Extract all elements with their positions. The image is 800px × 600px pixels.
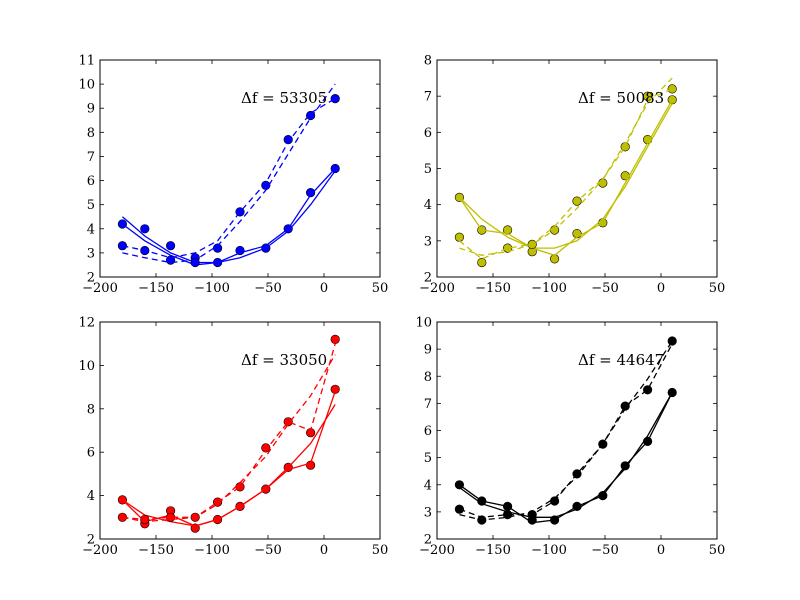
panel-black: −200 −150 −100 −50 0 50 2 3 4 5 6 7 8 9 10 Δf = 44647 (415, 316, 725, 559)
series-line-solid-1 (121, 170, 336, 264)
x-tick-label: −100 (194, 543, 230, 558)
y-tick-label: 3 (87, 246, 95, 261)
y-tick-label: 9 (87, 102, 95, 117)
y-tick-label: 10 (78, 78, 95, 93)
x-tick-label: −150 (475, 543, 511, 558)
series-line-dashed-5 (459, 343, 673, 518)
panel-yellow: −200 −150 −100 −50 0 50 2 3 4 5 6 7 8 Δf = 50083 (419, 54, 725, 297)
y-tick-label: 6 (87, 446, 95, 461)
y-tick-label: 8 (87, 402, 95, 417)
series-line-dashed-4 (122, 354, 336, 523)
axes-frame (99, 59, 381, 278)
x-tick-label: −150 (138, 281, 174, 296)
y-tick-label: 7 (87, 150, 95, 165)
series-line-solid-2 (122, 168, 336, 266)
y-tick-label: 2 (87, 533, 95, 548)
series-line-solid-2 (458, 99, 673, 257)
y-tick-label: 5 (87, 198, 95, 213)
y-tick-label: 7 (424, 90, 432, 105)
y-tick-label: 4 (424, 478, 432, 493)
y-tick-label: 6 (424, 424, 432, 439)
delta-f-annotation: Δf = 44647 (578, 351, 664, 369)
y-tick-label: 5 (424, 451, 432, 466)
data-point (261, 443, 271, 453)
y-tick-label: 4 (424, 198, 432, 213)
y-tick-label: 2 (87, 271, 95, 286)
panel-blue: −200 −150 −100 −50 0 50 2 3 4 5 6 7 8 9 10 11 Δf = 53305 (78, 54, 388, 297)
x-tick-label: −50 (254, 281, 281, 296)
series-line-solid-2 (459, 392, 673, 524)
data-point (330, 384, 340, 394)
data-point (330, 334, 340, 345)
series-group (117, 83, 340, 268)
delta-f-annotation: Δf = 33050 (241, 351, 327, 369)
series-group (117, 334, 340, 533)
x-tick-label: −50 (254, 543, 281, 558)
x-tick-label: −150 (138, 543, 174, 558)
x-tick-label: −150 (475, 281, 511, 296)
x-tick-label: 0 (320, 543, 328, 558)
delta-f-annotation: Δf = 53305 (241, 89, 327, 107)
x-tick-label: 0 (320, 281, 328, 296)
data-point (166, 241, 176, 251)
data-point (306, 188, 316, 198)
x-tick-label: −50 (591, 281, 618, 296)
data-point (667, 84, 677, 94)
x-tick-label: 50 (372, 543, 389, 558)
y-tick-label: 9 (424, 343, 432, 358)
x-tick-label: 0 (657, 281, 665, 296)
x-tick-label: −100 (531, 543, 567, 558)
x-tick-label: −100 (531, 281, 567, 296)
series-line-dashed-5 (122, 98, 336, 259)
y-tick-label: 12 (78, 316, 95, 331)
series-line-dashed-4 (459, 340, 673, 521)
series-group (454, 77, 677, 268)
y-tick-label: 8 (424, 54, 432, 69)
x-tick-label: −200 (82, 543, 118, 558)
y-tick-label: 3 (424, 505, 432, 520)
y-tick-label: 4 (87, 489, 95, 504)
x-tick-label: 50 (372, 281, 389, 296)
series-line-dashed-5 (122, 343, 336, 521)
y-tick-label: 10 (78, 359, 95, 374)
x-tick-label: −200 (419, 281, 455, 296)
y-tick-label: 6 (87, 174, 95, 189)
y-tick-label: 4 (87, 222, 95, 237)
y-tick-label: 5 (424, 162, 432, 177)
data-point (503, 501, 513, 512)
series-line-dashed-5 (458, 88, 673, 260)
panel-red: −200 −150 −100 −50 0 50 2 4 6 8 10 12 Δf = 33050 (78, 316, 388, 559)
axes-frame (99, 321, 381, 540)
x-tick-label: −200 (419, 543, 455, 558)
y-tick-label: 8 (87, 126, 95, 141)
x-tick-label: −200 (82, 281, 118, 296)
y-tick-label: 6 (424, 126, 432, 141)
y-tick-label: 11 (78, 54, 95, 69)
data-point (330, 93, 340, 104)
data-point (140, 224, 150, 234)
series-group (454, 336, 677, 525)
series-line-solid-1 (458, 103, 673, 249)
data-point (454, 232, 465, 242)
x-tick-label: 50 (709, 543, 726, 558)
y-tick-label: 3 (424, 234, 432, 249)
data-point (477, 257, 487, 268)
data-point (667, 336, 677, 346)
x-tick-label: −100 (194, 281, 230, 296)
data-point (235, 482, 245, 492)
x-tick-label: −50 (591, 543, 618, 558)
y-tick-label: 10 (415, 316, 432, 331)
x-tick-label: 50 (709, 281, 726, 296)
data-point (306, 110, 316, 121)
delta-f-annotation: Δf = 50083 (578, 89, 664, 107)
y-tick-label: 2 (424, 533, 432, 548)
y-tick-label: 2 (424, 271, 432, 286)
y-tick-label: 7 (424, 397, 432, 412)
y-tick-label: 8 (424, 370, 432, 385)
data-point (283, 135, 293, 145)
data-point (642, 385, 653, 395)
plot-area (437, 60, 717, 277)
x-tick-label: 0 (657, 543, 665, 558)
